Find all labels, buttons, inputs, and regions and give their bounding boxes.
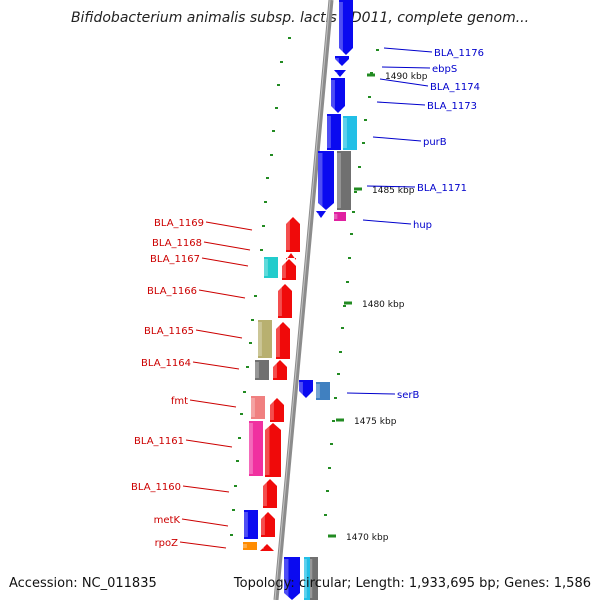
feature-glyph-9 [316, 211, 326, 218]
gene-label-BLA_1165[interactable]: BLA_1165 [144, 326, 194, 337]
feature-glyph-6 [318, 151, 334, 210]
accession-text: Accession: NC_011835 [9, 576, 157, 591]
feature-glyph-12 [282, 259, 296, 280]
feature-glyph-5 [343, 116, 357, 150]
gene-label-BLA_1167[interactable]: BLA_1167 [150, 254, 200, 265]
feature-glyph-11 [286, 253, 296, 260]
tick-label-2: 1480 kbp [362, 300, 405, 310]
tick-label-1: 1485 kbp [372, 186, 415, 196]
leader-line-2 [379, 78, 429, 87]
leader-line-5 [366, 185, 416, 188]
outer-ruler-dashes [230, 37, 379, 536]
position-ticks: 1490 kbp 1485 kbp 1480 kbp 1475 kbp 1470 kbp [328, 72, 428, 543]
leader-line-7 [346, 392, 396, 395]
leader-line-15 [185, 439, 233, 448]
gene-label-BLA_1173[interactable]: BLA_1173 [427, 101, 477, 112]
feature-glyph-16 [276, 322, 290, 359]
feature-glyph-32 [310, 557, 318, 600]
leader-line-12 [195, 329, 243, 339]
gene-label-hup[interactable]: hup [413, 220, 432, 231]
leader-line-17 [181, 518, 229, 527]
feature-glyph-4 [327, 114, 341, 150]
leader-line-0 [383, 47, 433, 53]
gene-label-BLA_1174[interactable]: BLA_1174 [430, 82, 480, 93]
gene-label-BLA_1176[interactable]: BLA_1176 [434, 48, 484, 59]
feature-glyph-21 [270, 398, 284, 422]
leader-line-10 [201, 257, 249, 267]
feature-glyph-28 [243, 542, 257, 550]
feature-glyph-25 [263, 479, 277, 508]
gene-label-purB[interactable]: purB [423, 137, 447, 148]
gene-label-BLA_1164[interactable]: BLA_1164 [141, 358, 191, 369]
feature-glyph-8 [334, 212, 346, 221]
feature-glyph-23 [249, 421, 263, 476]
gene-label-metK[interactable]: metK [154, 515, 181, 526]
feature-glyph-10 [286, 217, 300, 252]
leader-line-9 [203, 241, 251, 251]
leader-line-16 [182, 485, 230, 493]
backbone-highlight [274, 0, 331, 600]
leader-line-13 [192, 361, 240, 370]
gene-label-BLA_1166[interactable]: BLA_1166 [147, 286, 197, 297]
leader-line-4 [372, 136, 422, 142]
feature-glyph-14 [278, 284, 292, 318]
leader-line-1 [381, 66, 431, 69]
gene-label-BLA_1161[interactable]: BLA_1161 [134, 436, 184, 447]
leader-line-11 [198, 289, 246, 299]
leader-line-8 [205, 221, 253, 231]
feature-glyph-3 [331, 78, 345, 113]
feature-glyph-7 [337, 151, 351, 210]
gene-label-BLA_1160[interactable]: BLA_1160 [131, 482, 181, 493]
feature-glyph-30 [284, 557, 300, 600]
feature-glyph-20 [316, 382, 330, 400]
feature-glyph-0 [339, 0, 353, 55]
feature-glyph-22 [251, 396, 265, 419]
leader-line-3 [376, 101, 426, 106]
label-leader-lines [179, 47, 433, 549]
backbone-line [273, 0, 334, 600]
map-title: Bifidobacterium animalis subsp. lactis A… [70, 10, 530, 26]
feature-glyph-13 [264, 257, 278, 278]
tick-label-0: 1490 kbp [385, 72, 428, 82]
feature-glyph-18 [273, 360, 287, 380]
gene-features [243, 0, 357, 600]
gene-label-BLA_1171[interactable]: BLA_1171 [417, 183, 467, 194]
feature-glyph-2 [334, 70, 346, 77]
gene-label-serB[interactable]: serB [397, 390, 419, 401]
gene-label-BLA_1169[interactable]: BLA_1169 [154, 218, 204, 229]
leader-line-18 [179, 541, 227, 549]
feature-glyph-29 [260, 544, 274, 551]
gene-label-BLA_1168[interactable]: BLA_1168 [152, 238, 202, 249]
gene-label-rpoZ[interactable]: rpoZ [155, 538, 179, 549]
gene-labels: BLA_1176 ebpS BLA_1174 BLA_1173 purB BLA_1171… [131, 48, 484, 549]
feature-glyph-15 [258, 320, 272, 358]
tick-label-3: 1475 kbp [354, 417, 397, 427]
feature-glyph-24 [265, 423, 281, 477]
feature-glyph-17 [255, 360, 269, 380]
feature-glyph-1 [335, 56, 349, 66]
feature-glyph-19 [299, 380, 313, 398]
leader-line-6 [362, 219, 412, 225]
feature-glyph-26 [244, 510, 258, 539]
leader-line-14 [189, 399, 237, 408]
gene-label-ebpS[interactable]: ebpS [432, 64, 457, 75]
topology-text: Topology: circular; Length: 1,933,695 bp… [233, 576, 591, 591]
gene-label-fmt[interactable]: fmt [171, 396, 188, 407]
feature-glyph-27 [261, 512, 275, 537]
tick-label-4: 1470 kbp [346, 533, 389, 543]
